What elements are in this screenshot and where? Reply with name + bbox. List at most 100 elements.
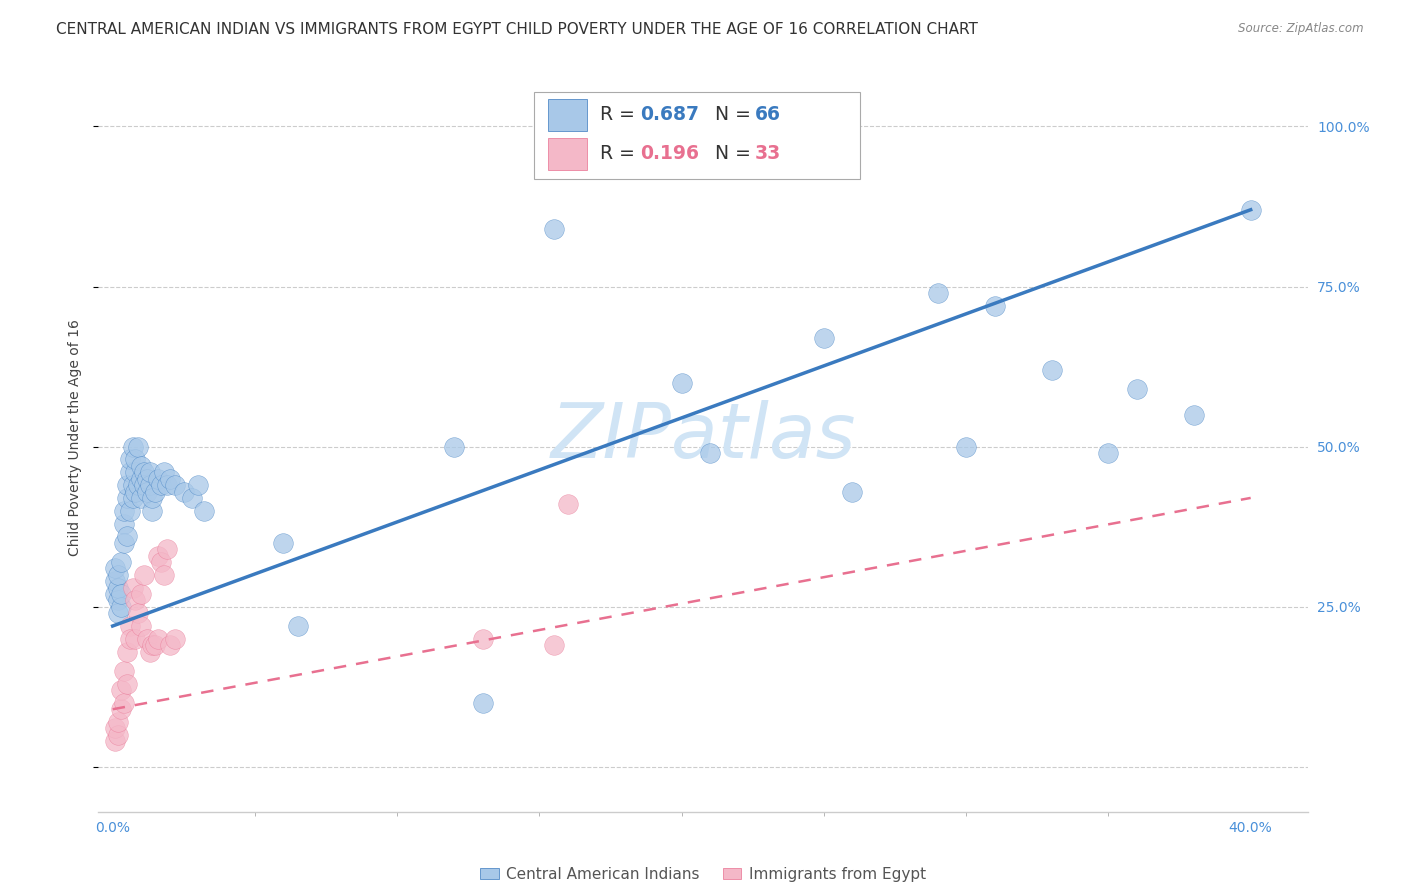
Point	[107, 728, 129, 742]
Point	[118, 619, 141, 633]
Text: Source: ZipAtlas.com: Source: ZipAtlas.com	[1239, 22, 1364, 36]
Point	[110, 683, 132, 698]
Point	[156, 478, 179, 492]
Text: N =: N =	[716, 105, 756, 124]
Point	[153, 567, 176, 582]
Point	[107, 606, 129, 620]
Point	[104, 722, 127, 736]
Point	[107, 714, 129, 729]
Point	[146, 549, 169, 563]
Point	[132, 567, 155, 582]
Point	[150, 555, 173, 569]
Point	[143, 484, 166, 499]
Point	[121, 491, 143, 505]
Point	[955, 440, 977, 454]
Point	[112, 696, 135, 710]
Point	[1182, 408, 1205, 422]
Point	[129, 587, 152, 601]
Point	[135, 484, 157, 499]
Point	[129, 491, 152, 505]
Point	[165, 632, 187, 646]
Point	[118, 465, 141, 479]
Text: N =: N =	[716, 145, 756, 163]
Point	[159, 638, 181, 652]
Point	[141, 504, 163, 518]
Y-axis label: Child Poverty Under the Age of 16: Child Poverty Under the Age of 16	[69, 318, 83, 556]
Text: ZIPatlas: ZIPatlas	[550, 401, 856, 474]
Point	[983, 299, 1005, 313]
Point	[1040, 363, 1063, 377]
Point	[110, 587, 132, 601]
Point	[118, 504, 141, 518]
Point	[124, 632, 146, 646]
Point	[543, 222, 565, 236]
Point	[159, 472, 181, 486]
Text: CENTRAL AMERICAN INDIAN VS IMMIGRANTS FROM EGYPT CHILD POVERTY UNDER THE AGE OF : CENTRAL AMERICAN INDIAN VS IMMIGRANTS FR…	[56, 22, 979, 37]
Point	[443, 440, 465, 454]
Point	[121, 440, 143, 454]
Point	[118, 452, 141, 467]
Point	[132, 478, 155, 492]
Point	[156, 542, 179, 557]
Text: R =: R =	[600, 105, 641, 124]
Point	[124, 484, 146, 499]
Point	[118, 632, 141, 646]
Point	[471, 696, 494, 710]
Point	[141, 638, 163, 652]
Point	[110, 555, 132, 569]
Point	[112, 664, 135, 678]
Point	[1126, 382, 1149, 396]
Text: 0.687: 0.687	[640, 105, 699, 124]
Point	[135, 472, 157, 486]
Point	[115, 529, 138, 543]
Point	[112, 504, 135, 518]
Point	[104, 734, 127, 748]
Point	[110, 702, 132, 716]
Point	[104, 561, 127, 575]
FancyBboxPatch shape	[534, 93, 860, 178]
Point	[104, 587, 127, 601]
Point	[165, 478, 187, 492]
Point	[141, 491, 163, 505]
Point	[124, 593, 146, 607]
Point	[287, 619, 309, 633]
Point	[146, 632, 169, 646]
Point	[143, 638, 166, 652]
Point	[127, 606, 149, 620]
Point	[129, 472, 152, 486]
Point	[671, 376, 693, 390]
FancyBboxPatch shape	[548, 138, 586, 169]
Point	[121, 478, 143, 492]
Point	[129, 458, 152, 473]
Point	[153, 465, 176, 479]
Point	[543, 638, 565, 652]
Point	[1240, 202, 1263, 217]
Point	[115, 478, 138, 492]
Point	[110, 599, 132, 614]
Point	[813, 331, 835, 345]
Point	[121, 581, 143, 595]
Point	[127, 478, 149, 492]
Point	[193, 504, 215, 518]
Point	[1097, 446, 1119, 460]
Point	[112, 516, 135, 531]
Legend: Central American Indians, Immigrants from Egypt: Central American Indians, Immigrants fro…	[474, 861, 932, 888]
Point	[127, 440, 149, 454]
Point	[187, 478, 209, 492]
Point	[181, 491, 204, 505]
Point	[115, 491, 138, 505]
Point	[471, 632, 494, 646]
Point	[132, 465, 155, 479]
Point	[138, 465, 160, 479]
Point	[112, 535, 135, 549]
Point	[107, 581, 129, 595]
Point	[124, 465, 146, 479]
Point	[115, 645, 138, 659]
Point	[107, 593, 129, 607]
Point	[841, 484, 863, 499]
Point	[107, 567, 129, 582]
Point	[135, 632, 157, 646]
Point	[115, 676, 138, 690]
Point	[557, 497, 579, 511]
Point	[104, 574, 127, 589]
